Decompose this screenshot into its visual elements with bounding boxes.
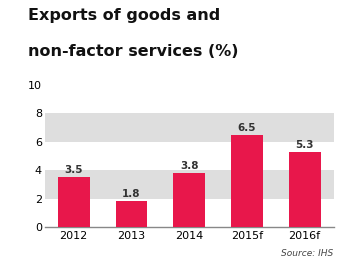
Bar — [58, 177, 89, 227]
Text: 3.8: 3.8 — [180, 161, 198, 171]
Text: 3.5: 3.5 — [64, 165, 83, 175]
Text: 5.3: 5.3 — [295, 140, 314, 150]
Text: Source: IHS: Source: IHS — [281, 250, 334, 258]
Bar — [231, 135, 263, 227]
Bar — [173, 173, 205, 227]
Text: non-factor services (%): non-factor services (%) — [28, 44, 238, 59]
Text: 6.5: 6.5 — [238, 122, 256, 133]
Text: Exports of goods and: Exports of goods and — [28, 8, 220, 23]
Bar — [116, 201, 147, 227]
Bar — [45, 113, 334, 142]
Bar — [45, 170, 334, 199]
Text: 1.8: 1.8 — [122, 189, 141, 199]
Bar — [289, 152, 321, 227]
